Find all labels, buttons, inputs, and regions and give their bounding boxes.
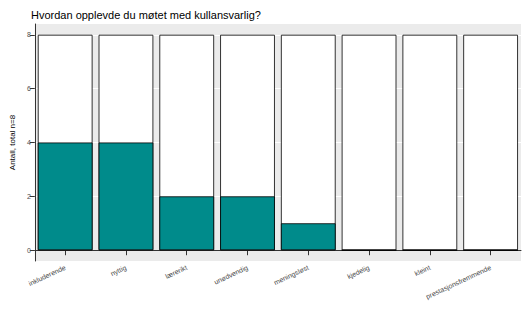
svg-text:8: 8 bbox=[27, 31, 31, 38]
svg-text:prestasjonsfremmende: prestasjonsfremmende bbox=[425, 264, 493, 301]
svg-text:meningsløst: meningsløst bbox=[273, 264, 311, 287]
svg-text:4: 4 bbox=[27, 139, 31, 146]
svg-text:2: 2 bbox=[27, 193, 31, 200]
svg-text:unødvendig: unødvendig bbox=[213, 264, 250, 287]
svg-text:inkluderende: inkluderende bbox=[27, 264, 66, 287]
svg-text:0: 0 bbox=[27, 247, 31, 254]
svg-text:6: 6 bbox=[27, 85, 31, 92]
svg-text:lærerikt: lærerikt bbox=[164, 264, 188, 280]
svg-text:kjedelig: kjedelig bbox=[346, 264, 371, 281]
svg-text:nyttig: nyttig bbox=[109, 264, 128, 278]
svg-text:Antall, total n=8: Antall, total n=8 bbox=[8, 114, 17, 170]
svg-text:Hvordan opplevde du møtet med: Hvordan opplevde du møtet med kullansvar… bbox=[31, 9, 261, 21]
svg-text:kleint: kleint bbox=[414, 264, 432, 277]
